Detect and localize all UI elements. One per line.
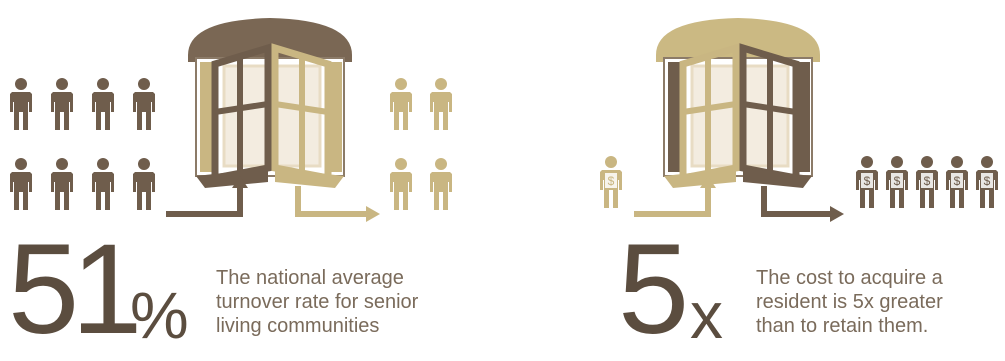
caption-line: than to retain them. — [756, 315, 929, 337]
person-icon — [430, 78, 452, 130]
person-icon — [10, 78, 32, 130]
cost-caption: The cost to acquire a resident is 5x gre… — [756, 266, 943, 338]
turnover-panel: 51 % The national average turnover rate … — [0, 0, 480, 356]
revolving-door-icon — [188, 18, 352, 188]
person-icon — [390, 158, 412, 210]
stat-suffix: % — [130, 278, 189, 352]
new-residents-group — [390, 78, 452, 210]
dollar-person-icon: $ — [946, 156, 968, 208]
dollar-person-icon: $ — [976, 156, 998, 208]
dollar-person-icon: $ — [916, 156, 938, 208]
arrow-icon — [166, 176, 248, 217]
arrow-icon — [295, 186, 380, 222]
person-icon — [133, 78, 155, 130]
acquisition-cost-panel: $ $ $ $ $ $ — [560, 0, 1005, 356]
turnover-caption: The national average turnover rate for s… — [216, 266, 418, 338]
person-icon — [51, 158, 73, 210]
caption-line: living communities — [216, 315, 380, 337]
person-icon — [10, 158, 32, 210]
arrow-icon — [634, 176, 716, 217]
dollar-sign: $ — [894, 174, 901, 188]
caption-line: resident is 5x greater — [756, 291, 943, 313]
stat-suffix: x — [690, 278, 723, 352]
person-icon — [51, 78, 73, 130]
dollar-person-icon: $ — [886, 156, 908, 208]
dollar-sign: $ — [608, 174, 615, 188]
stat-number: 51 — [8, 218, 142, 361]
dollar-sign: $ — [954, 174, 961, 188]
dollar-sign: $ — [984, 174, 991, 188]
person-icon — [92, 158, 114, 210]
caption-line: The cost to acquire a — [756, 267, 943, 289]
stat-number: 5 — [618, 218, 690, 361]
person-icon — [430, 158, 452, 210]
revolving-door-icon — [656, 18, 820, 188]
acquisition-illustration: $ $ $ $ $ $ — [600, 18, 998, 222]
dollar-person-icon: $ — [856, 156, 878, 208]
person-icon — [92, 78, 114, 130]
person-icon — [390, 78, 412, 130]
arrow-icon — [761, 186, 844, 222]
dollar-sign: $ — [864, 174, 871, 188]
retained-residents-group: $ $ $ $ $ — [856, 156, 998, 208]
turnover-illustration — [10, 18, 452, 222]
caption-line: The national average — [216, 267, 404, 289]
person-icon — [133, 158, 155, 210]
dollar-person-icon: $ — [600, 156, 622, 208]
new-resident-group: $ — [600, 156, 622, 208]
dollar-sign: $ — [924, 174, 931, 188]
caption-line: turnover rate for senior — [216, 291, 419, 313]
departing-residents-group — [10, 78, 155, 210]
